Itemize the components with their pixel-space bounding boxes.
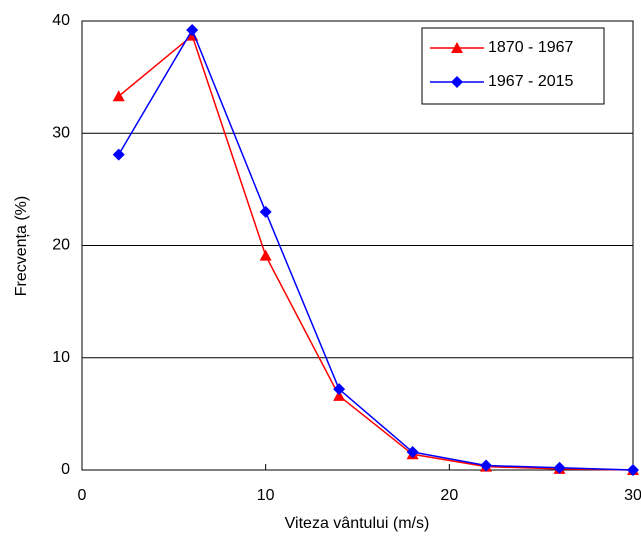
y-tick-label: 30 [52,124,70,141]
legend-label: 1870 - 1967 [488,39,574,56]
x-tick-label: 30 [624,487,641,504]
legend-label: 1967 - 2015 [488,73,574,90]
marker [112,90,125,102]
x-tick-label: 0 [78,487,87,504]
marker [333,389,346,401]
y-tick-label: 20 [52,237,70,254]
marker [480,459,493,472]
marker [259,205,272,218]
series-line [118,28,634,471]
series-line [118,34,634,471]
marker [259,249,272,261]
marker [112,148,125,161]
marker [186,23,199,36]
y-axis-label: Frecvența (%) [13,196,30,296]
x-axis-label: Viteza vântului (m/s) [285,515,430,532]
marker [333,383,346,396]
plot-frame [81,20,634,471]
marker [627,464,639,476]
y-tick-label: 0 [61,461,70,478]
x-tick-label: 20 [440,487,458,504]
marker [451,42,463,53]
y-tick-label: 10 [52,349,70,366]
x-tick-label: 10 [257,487,275,504]
legend-box [421,27,605,105]
y-tick-label: 40 [52,12,70,29]
marker [406,446,419,459]
marker [553,461,566,474]
marker [451,76,463,88]
